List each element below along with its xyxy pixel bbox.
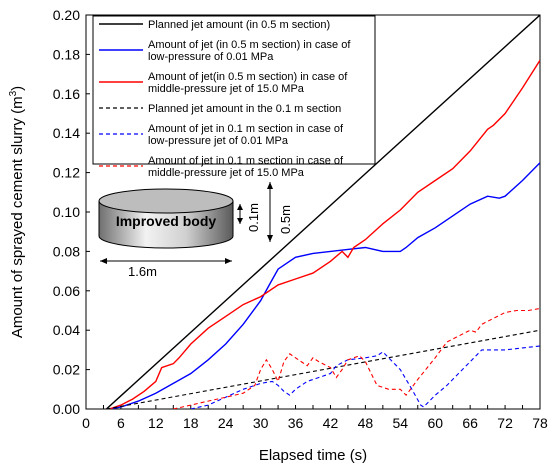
series-line-4 (106, 329, 540, 409)
x-tick-label: 36 (288, 415, 304, 431)
large-height-label: 0.5m (278, 205, 293, 234)
y-tick-label: 0.00 (53, 401, 80, 417)
x-tick-label: 60 (427, 415, 443, 431)
legend-label-5: Amount of jet in 0.1 m section in case o… (148, 123, 344, 147)
cylinder-top (98, 188, 234, 214)
y-tick-label: 0.18 (53, 46, 80, 62)
x-tick-label: 78 (532, 415, 548, 431)
series-line-3 (109, 59, 540, 409)
series-line-5 (190, 345, 540, 409)
x-tick-label: 6 (117, 415, 125, 431)
y-tick-label: 0.14 (53, 125, 80, 141)
y-tick-label: 0.12 (53, 165, 80, 181)
x-tick-label: 48 (358, 415, 374, 431)
y-axis-label-sup: 3 (8, 90, 19, 96)
large-height-arrow-top (267, 182, 273, 189)
series-line-6 (173, 307, 540, 409)
small-height-arrow-top (237, 204, 243, 210)
small-height-label: 0.1m (246, 203, 261, 232)
x-tick-label: 24 (218, 415, 234, 431)
x-axis-label: Elapsed time (s) (259, 447, 367, 464)
legend-label-6: Amount of jet in 0.1 m section in case o… (148, 155, 344, 179)
y-tick-label: 0.16 (53, 86, 80, 102)
y-tick-label: 0.10 (53, 204, 80, 220)
x-tick-label: 72 (497, 415, 513, 431)
diameter-label: 1.6m (128, 264, 157, 279)
x-tick-label: 0 (82, 415, 90, 431)
cylinder-side (98, 200, 234, 249)
y-tick-label: 0.20 (53, 7, 80, 23)
legend-label-3: Amount of jet(in 0.5 m section) in case … (148, 71, 348, 95)
small-height-arrow-bottom (237, 218, 243, 224)
y-tick-label: 0.04 (53, 322, 80, 338)
axis-ticks: 0 6 12 18 24 30 36 42 48 54 60 66 72 78 0.00 0.02 0.04 0.… (53, 7, 548, 431)
legend-label-1: Planned jet amount (in 0.5 m section) (148, 19, 330, 31)
x-tick-label: 12 (148, 415, 164, 431)
series-line-2 (109, 162, 540, 409)
x-tick-label: 54 (393, 415, 409, 431)
y-tick-label: 0.06 (53, 283, 80, 299)
y-axis-label-close: ) (9, 86, 26, 91)
x-tick-label: 42 (323, 415, 339, 431)
y-tick-label: 0.02 (53, 362, 80, 378)
legend: Planned jet amount (in 0.5 m section) Amo… (92, 15, 376, 179)
legend-label-2: Amount of jet (in 0.5 m section) in case… (148, 39, 351, 63)
y-tick-label: 0.08 (53, 243, 80, 259)
diameter-arrow-right (225, 258, 232, 264)
legend-box (92, 15, 376, 165)
x-tick-label: 30 (253, 415, 269, 431)
series-line-1 (105, 15, 540, 409)
x-tick-label: 66 (462, 415, 478, 431)
improved-body-illustration: Improved body 1.6m 0.1m 0.5m (98, 182, 293, 279)
y-axis-label-main: Amount of sprayed cement slurry (m (9, 96, 26, 338)
x-tick-label: 18 (183, 415, 199, 431)
diameter-arrow-left (100, 258, 107, 264)
legend-label-4: Planned jet amount in the 0.1 m section (148, 103, 341, 115)
y-axis-label: Amount of sprayed cement slurry (m3) (8, 86, 26, 338)
series-layer (105, 15, 540, 409)
large-height-arrow-bottom (267, 235, 273, 242)
improved-body-label: Improved body (116, 213, 217, 229)
